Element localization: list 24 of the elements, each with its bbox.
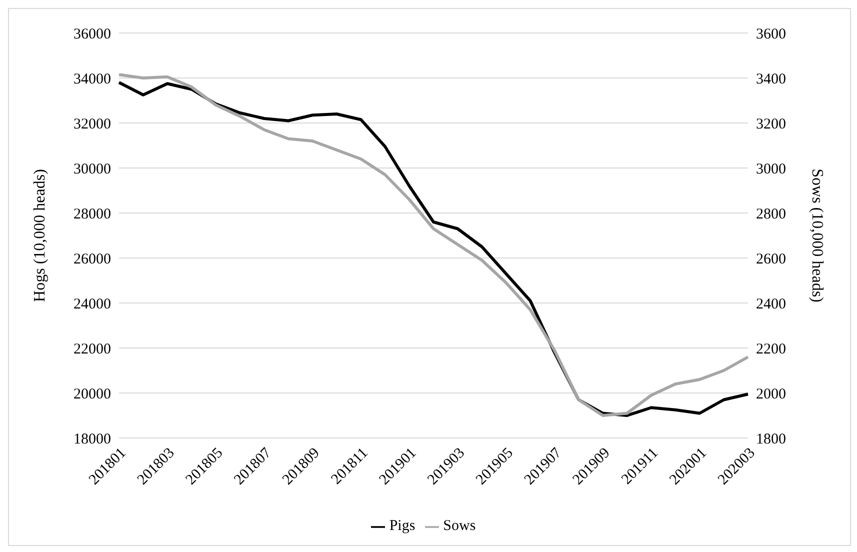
y-tick-label: 32000 [74, 116, 111, 132]
y-tick-label: 36000 [74, 26, 111, 42]
y-axis-title: Hogs (10,000 heads) [32, 169, 49, 302]
y-tick-label: 28000 [74, 206, 111, 222]
y2-tick-label: 2600 [756, 251, 786, 268]
y2-tick-label: 2000 [756, 386, 786, 402]
y-tick-label: 34000 [74, 71, 111, 88]
y-tick-label: 20000 [74, 386, 111, 402]
y2-axis-title: Sows (10,000 heads) [808, 168, 826, 302]
y-tick-label: 22000 [74, 341, 111, 358]
y2-tick-label: 2800 [756, 206, 786, 222]
y-tick-label: 18000 [74, 431, 111, 448]
legend-label: Pigs [389, 518, 416, 534]
y2-tick-label: 3400 [756, 71, 786, 88]
y2-tick-label: 3000 [756, 161, 786, 178]
y-tick-label: 26000 [74, 251, 111, 268]
y2-tick-label: 2200 [756, 341, 786, 358]
y-tick-label: 24000 [74, 296, 111, 312]
y2-tick-label: 3200 [756, 116, 786, 132]
y2-tick-label: 3600 [756, 26, 786, 42]
y2-tick-label: 2400 [756, 296, 786, 312]
y2-tick-label: 1800 [756, 431, 786, 448]
legend-label: Sows [443, 518, 476, 534]
y-tick-label: 30000 [74, 161, 111, 178]
